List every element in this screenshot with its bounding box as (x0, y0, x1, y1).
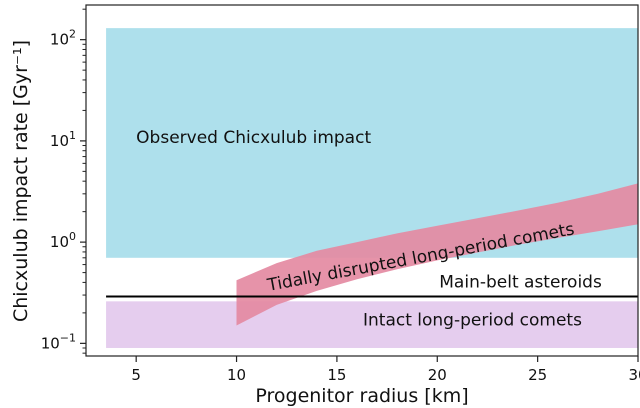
plot-frame (85, 4, 639, 357)
axes: 5 10 15 20 25 30 10−1 100 101 102 (41, 8, 640, 384)
x-axis-label: Progenitor radius [km] (255, 385, 468, 407)
main-belt-label: Main-belt asteroids (439, 273, 602, 293)
y-tick-label: 10−1 (41, 331, 76, 352)
y-axis-label: Chicxulub impact rate [Gyr⁻¹] (10, 40, 32, 322)
observed-region-label: Observed Chicxulub impact (136, 128, 371, 148)
tidally-disrupted-long-period-comets-region (236, 183, 638, 326)
intact-comets-label: Intact long-period comets (363, 311, 582, 331)
x-tick-label: 15 (327, 366, 346, 384)
x-tick-label: 20 (428, 366, 447, 384)
intact-long-period-comets-region (106, 301, 638, 348)
plot-area: Observed Chicxulub impact Intact long-per… (106, 28, 638, 348)
y-tick-label: 102 (50, 28, 76, 49)
x-tick-label: 10 (227, 366, 246, 384)
y-tick-label: 101 (50, 129, 76, 150)
y-tick-label: 100 (50, 230, 76, 251)
x-tick-label: 30 (628, 366, 640, 384)
x-tick-label: 25 (528, 366, 547, 384)
x-tick-label: 5 (131, 366, 141, 384)
